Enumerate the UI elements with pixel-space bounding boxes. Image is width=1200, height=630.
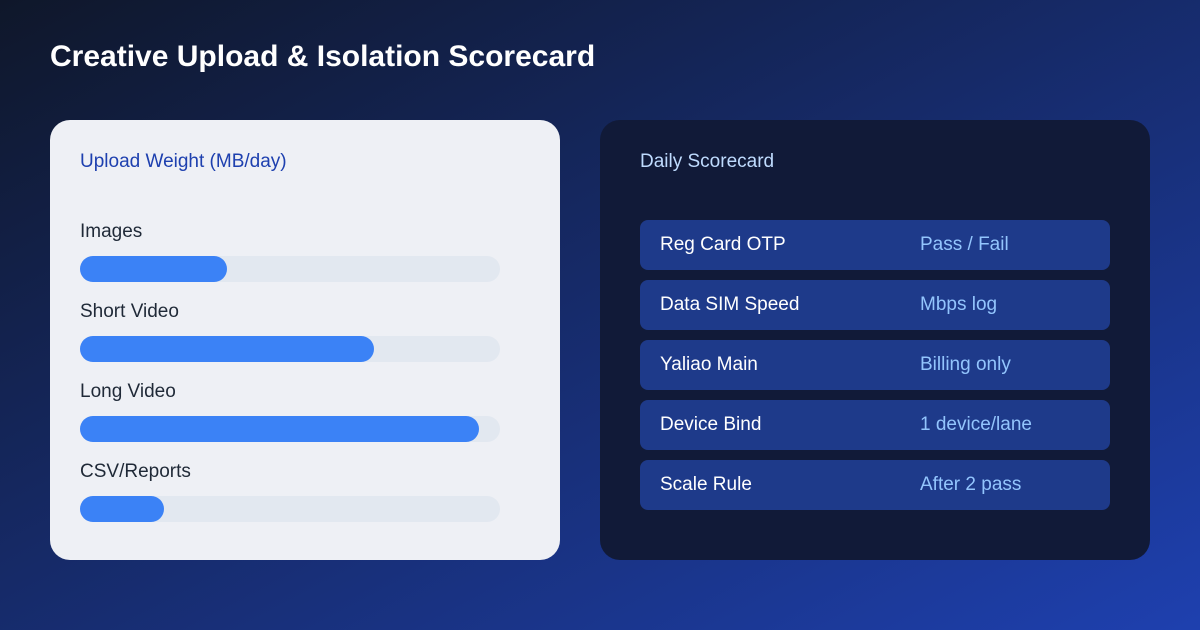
scorecard-row [640,460,1110,510]
bar [80,256,227,282]
category-label: Short Video [80,301,179,322]
row-value: 1 device/lane [920,414,1032,435]
page-title: Creative Upload & Isolation Scorecard [50,40,595,73]
row-label: Reg Card OTP [660,234,786,255]
bar [80,496,164,522]
row-value: Billing only [920,354,1011,375]
scorecard-row [640,340,1110,390]
scorecard-title: Daily Scorecard [640,151,774,172]
row-value: After 2 pass [920,474,1021,495]
chart-title: Upload Weight (MB/day) [80,151,287,172]
scorecard-row [640,400,1110,450]
scorecard-row [640,280,1110,330]
row-label: Yaliao Main [660,354,758,375]
row-label: Scale Rule [660,474,752,495]
row-label: Data SIM Speed [660,294,799,315]
category-label: CSV/Reports [80,461,191,482]
row-label: Device Bind [660,414,761,435]
row-value: Mbps log [920,294,997,315]
bar-track [80,496,500,522]
category-label: Long Video [80,381,176,402]
row-value: Pass / Fail [920,234,1009,255]
scorecard-row [640,220,1110,270]
bar [80,416,479,442]
category-label: Images [80,221,142,242]
bar [80,336,374,362]
